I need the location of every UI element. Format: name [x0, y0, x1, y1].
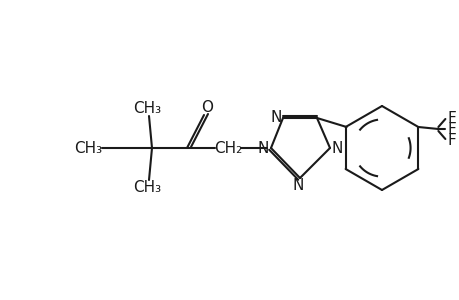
Text: N: N [257, 140, 268, 155]
Text: F: F [447, 110, 456, 125]
Text: N: N [330, 140, 342, 155]
Text: CH₂: CH₂ [213, 140, 241, 155]
Text: N: N [270, 110, 281, 124]
Text: F: F [447, 133, 456, 148]
Text: O: O [201, 100, 213, 115]
Text: F: F [447, 122, 456, 136]
Text: CH₃: CH₃ [133, 100, 161, 116]
Text: CH₃: CH₃ [133, 181, 161, 196]
Text: N: N [291, 178, 303, 194]
Text: CH₃: CH₃ [74, 140, 102, 155]
